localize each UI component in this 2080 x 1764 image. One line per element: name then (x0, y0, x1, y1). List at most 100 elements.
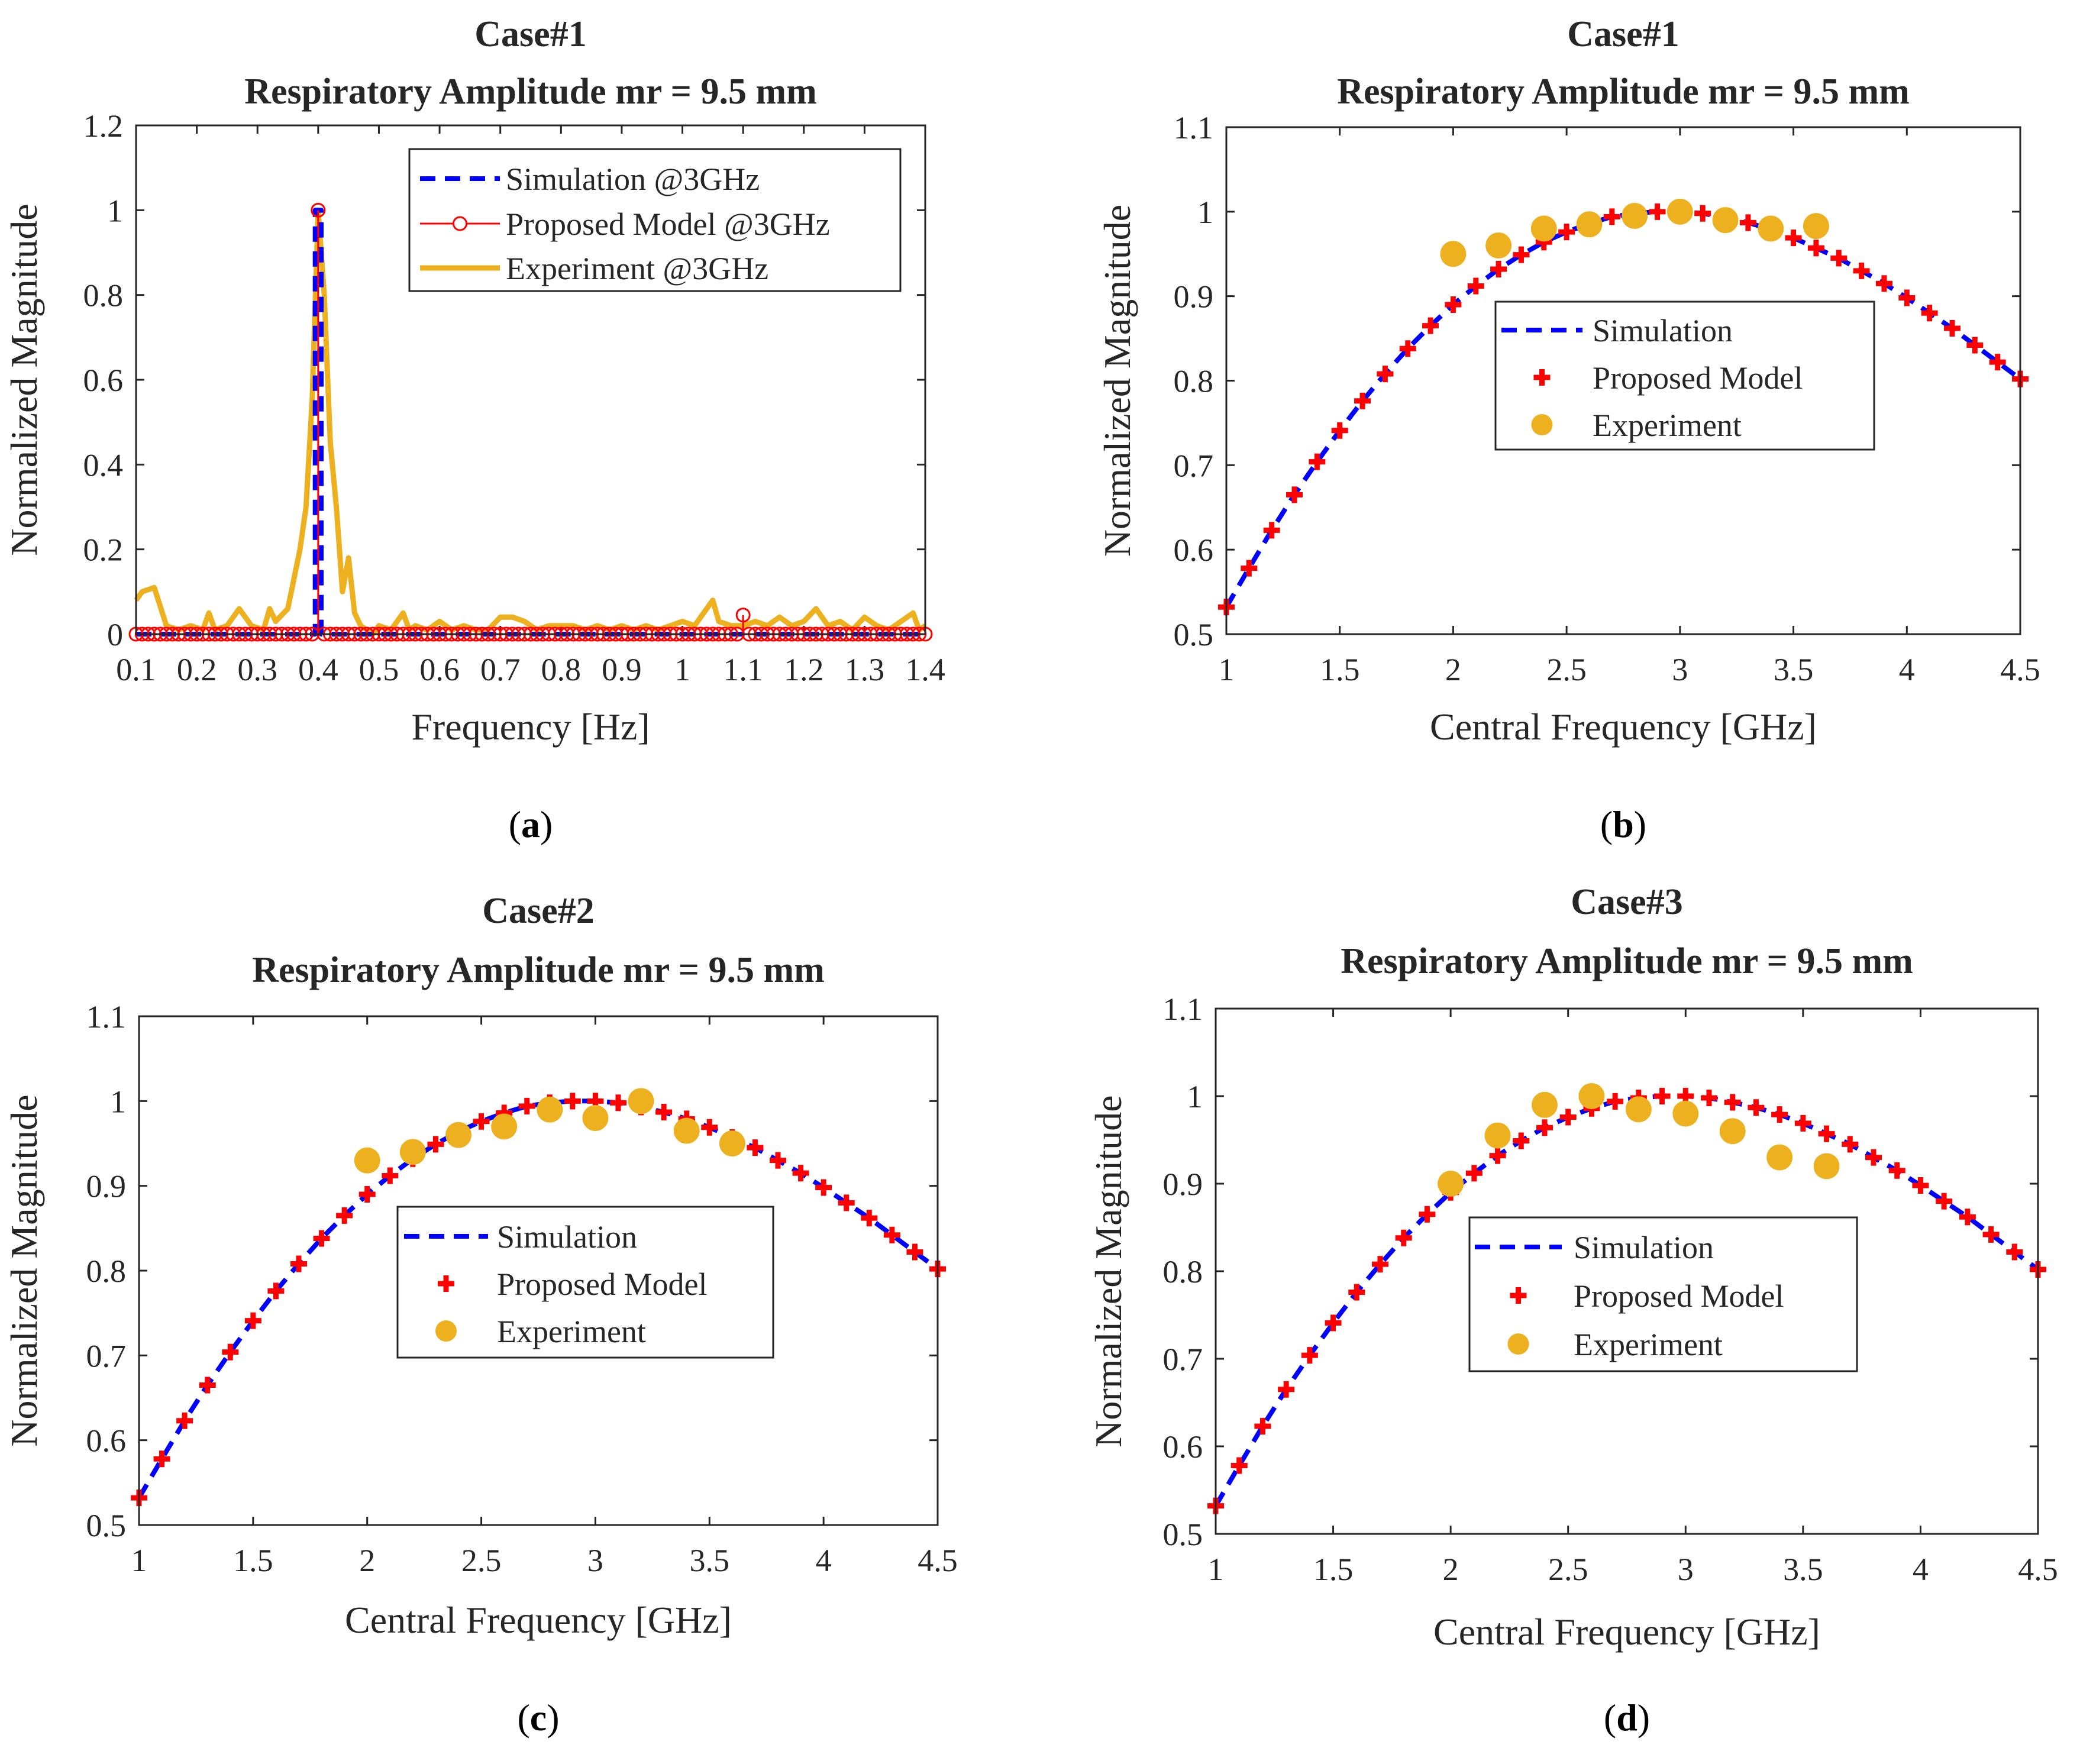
x-tick-label: 0.6 (419, 652, 460, 687)
proposed-marker (861, 1210, 878, 1227)
series-proposed-model (1218, 203, 2029, 616)
y-tick-label: 1 (1187, 1079, 1203, 1114)
proposed-marker (1607, 1093, 1624, 1110)
y-tick-label: 1.1 (1174, 110, 1214, 146)
experiment-marker (1803, 213, 1829, 240)
x-tick-label: 0.7 (480, 652, 521, 687)
x-tick-label: 4.5 (2000, 652, 2040, 687)
plot-area (1207, 1083, 2046, 1514)
legend-swatch-experiment (1507, 1333, 1529, 1355)
x-axis-label: Frequency [Hz] (411, 706, 650, 748)
x-tick-label: 2.5 (461, 1543, 502, 1578)
x-tick-label: 3.5 (1783, 1552, 1823, 1587)
proposed-marker (427, 1136, 444, 1153)
axes-box (1225, 126, 2021, 635)
x-tick-label: 0.4 (298, 652, 338, 687)
panel-caption-letter: b (1613, 803, 1634, 845)
y-tick-label: 0.8 (86, 1253, 127, 1289)
proposed-marker (1467, 277, 1484, 295)
proposed-marker (1748, 1099, 1765, 1116)
proposed-marker (473, 1113, 490, 1130)
y-tick-label: 1.1 (86, 999, 127, 1035)
proposed-marker (1490, 260, 1507, 277)
proposed-marker (336, 1207, 353, 1224)
proposed-marker (792, 1165, 809, 1182)
panel-caption-letter: c (530, 1697, 547, 1739)
experiment-marker (1484, 1122, 1511, 1149)
proposed-marker (358, 1186, 376, 1203)
chart-panel-c: Case#2 Respiratory Amplitude mr = 9.5 mm 1… (3, 891, 958, 1739)
panel-caption: (a) (509, 803, 553, 845)
panel-caption-letter: d (1616, 1697, 1637, 1739)
proposed-marker (564, 1093, 581, 1110)
y-tick-label: 0.2 (83, 532, 124, 568)
proposed-marker (313, 1230, 330, 1247)
legend-swatch-experiment (1531, 414, 1553, 435)
legend-label-experiment: Experiment (1574, 1327, 1723, 1362)
proposed-marker (1230, 1457, 1248, 1474)
series-simulation (1213, 1094, 2040, 1507)
proposed-marker (1785, 230, 1802, 247)
panel-caption-letter: a (521, 803, 540, 845)
proposed-marker (1445, 296, 1462, 313)
chart-title-line-2: Respiratory Amplitude mr = 9.5 mm (252, 950, 825, 990)
plot-area (131, 1088, 946, 1507)
proposed-marker (1898, 289, 1916, 306)
legend-label-simulation: Simulation (497, 1219, 637, 1255)
proposed-marker (1649, 203, 1666, 220)
proposed-marker (1966, 337, 1984, 354)
y-tick-label: 0.5 (1174, 617, 1214, 652)
legend: Simulation Proposed Model Experiment (1468, 1216, 1858, 1372)
proposed-marker (1982, 1226, 2000, 1243)
proposed-marker (1830, 250, 1848, 267)
legend-swatch-proposed (1533, 369, 1551, 386)
proposed-marker (1309, 453, 1326, 470)
y-tick-label: 0.9 (1174, 279, 1214, 315)
proposed-marker (1701, 1089, 1717, 1106)
series-experiment-3ghz-line (134, 207, 927, 637)
y-tick-label: 0.9 (86, 1169, 127, 1204)
proposed-marker (1536, 1119, 1553, 1136)
y-tick-label: 0.8 (83, 278, 124, 314)
proposed-marker (1842, 1136, 1859, 1153)
x-tick-label: 1 (131, 1543, 147, 1578)
experiment-marker (1440, 241, 1467, 267)
x-tick-label: 2 (1445, 652, 1461, 687)
experiment-marker (1766, 1144, 1793, 1171)
legend-label-experiment: Experiment (1593, 408, 1742, 443)
legend-label-experiment-3ghz: Experiment @3GHz (506, 251, 768, 286)
proposed-marker (838, 1194, 855, 1211)
x-axis-label: Central Frequency [GHz] (1430, 706, 1817, 748)
experiment-marker (582, 1105, 609, 1131)
proposed-marker (2006, 1243, 2023, 1261)
y-tick-label: 0.6 (83, 363, 124, 398)
proposed-marker (1724, 1094, 1741, 1111)
y-tick-label: 0.4 (83, 447, 124, 483)
x-tick-label: 3.5 (1774, 652, 1814, 687)
experiment-marker (1712, 207, 1739, 234)
y-axis-label: Normalized Magnitude (1096, 205, 1138, 557)
x-tick-label: 4 (1913, 1552, 1929, 1587)
experiment-marker (1578, 1083, 1605, 1109)
proposed-marker (1865, 1149, 1882, 1166)
experiment-marker (1719, 1118, 1746, 1145)
legend-box (1494, 301, 1875, 451)
proposed-marker (1395, 1229, 1412, 1246)
x-tick-label: 3 (587, 1543, 603, 1578)
legend: Simulation Proposed Model Experiment (1494, 301, 1875, 451)
experiment-marker (1813, 1153, 1840, 1180)
proposed-marker (1771, 1106, 1788, 1123)
series-simulation-line (1213, 1094, 2040, 1507)
y-tick-label: 0.8 (1163, 1254, 1203, 1290)
legend-label-proposed-model: Proposed Model (1593, 360, 1803, 396)
experiment-marker (1758, 215, 1784, 242)
proposed-marker (1354, 392, 1371, 409)
proposed-marker (176, 1412, 193, 1429)
chart-title-line-1: Case#1 (1567, 14, 1679, 54)
y-axis-label: Normalized Magnitude (3, 1094, 45, 1446)
experiment-marker (673, 1117, 700, 1144)
experiment-marker (1666, 198, 1693, 225)
y-tick-label: 0.6 (86, 1423, 127, 1459)
chart-title-line-1: Case#2 (482, 891, 594, 931)
